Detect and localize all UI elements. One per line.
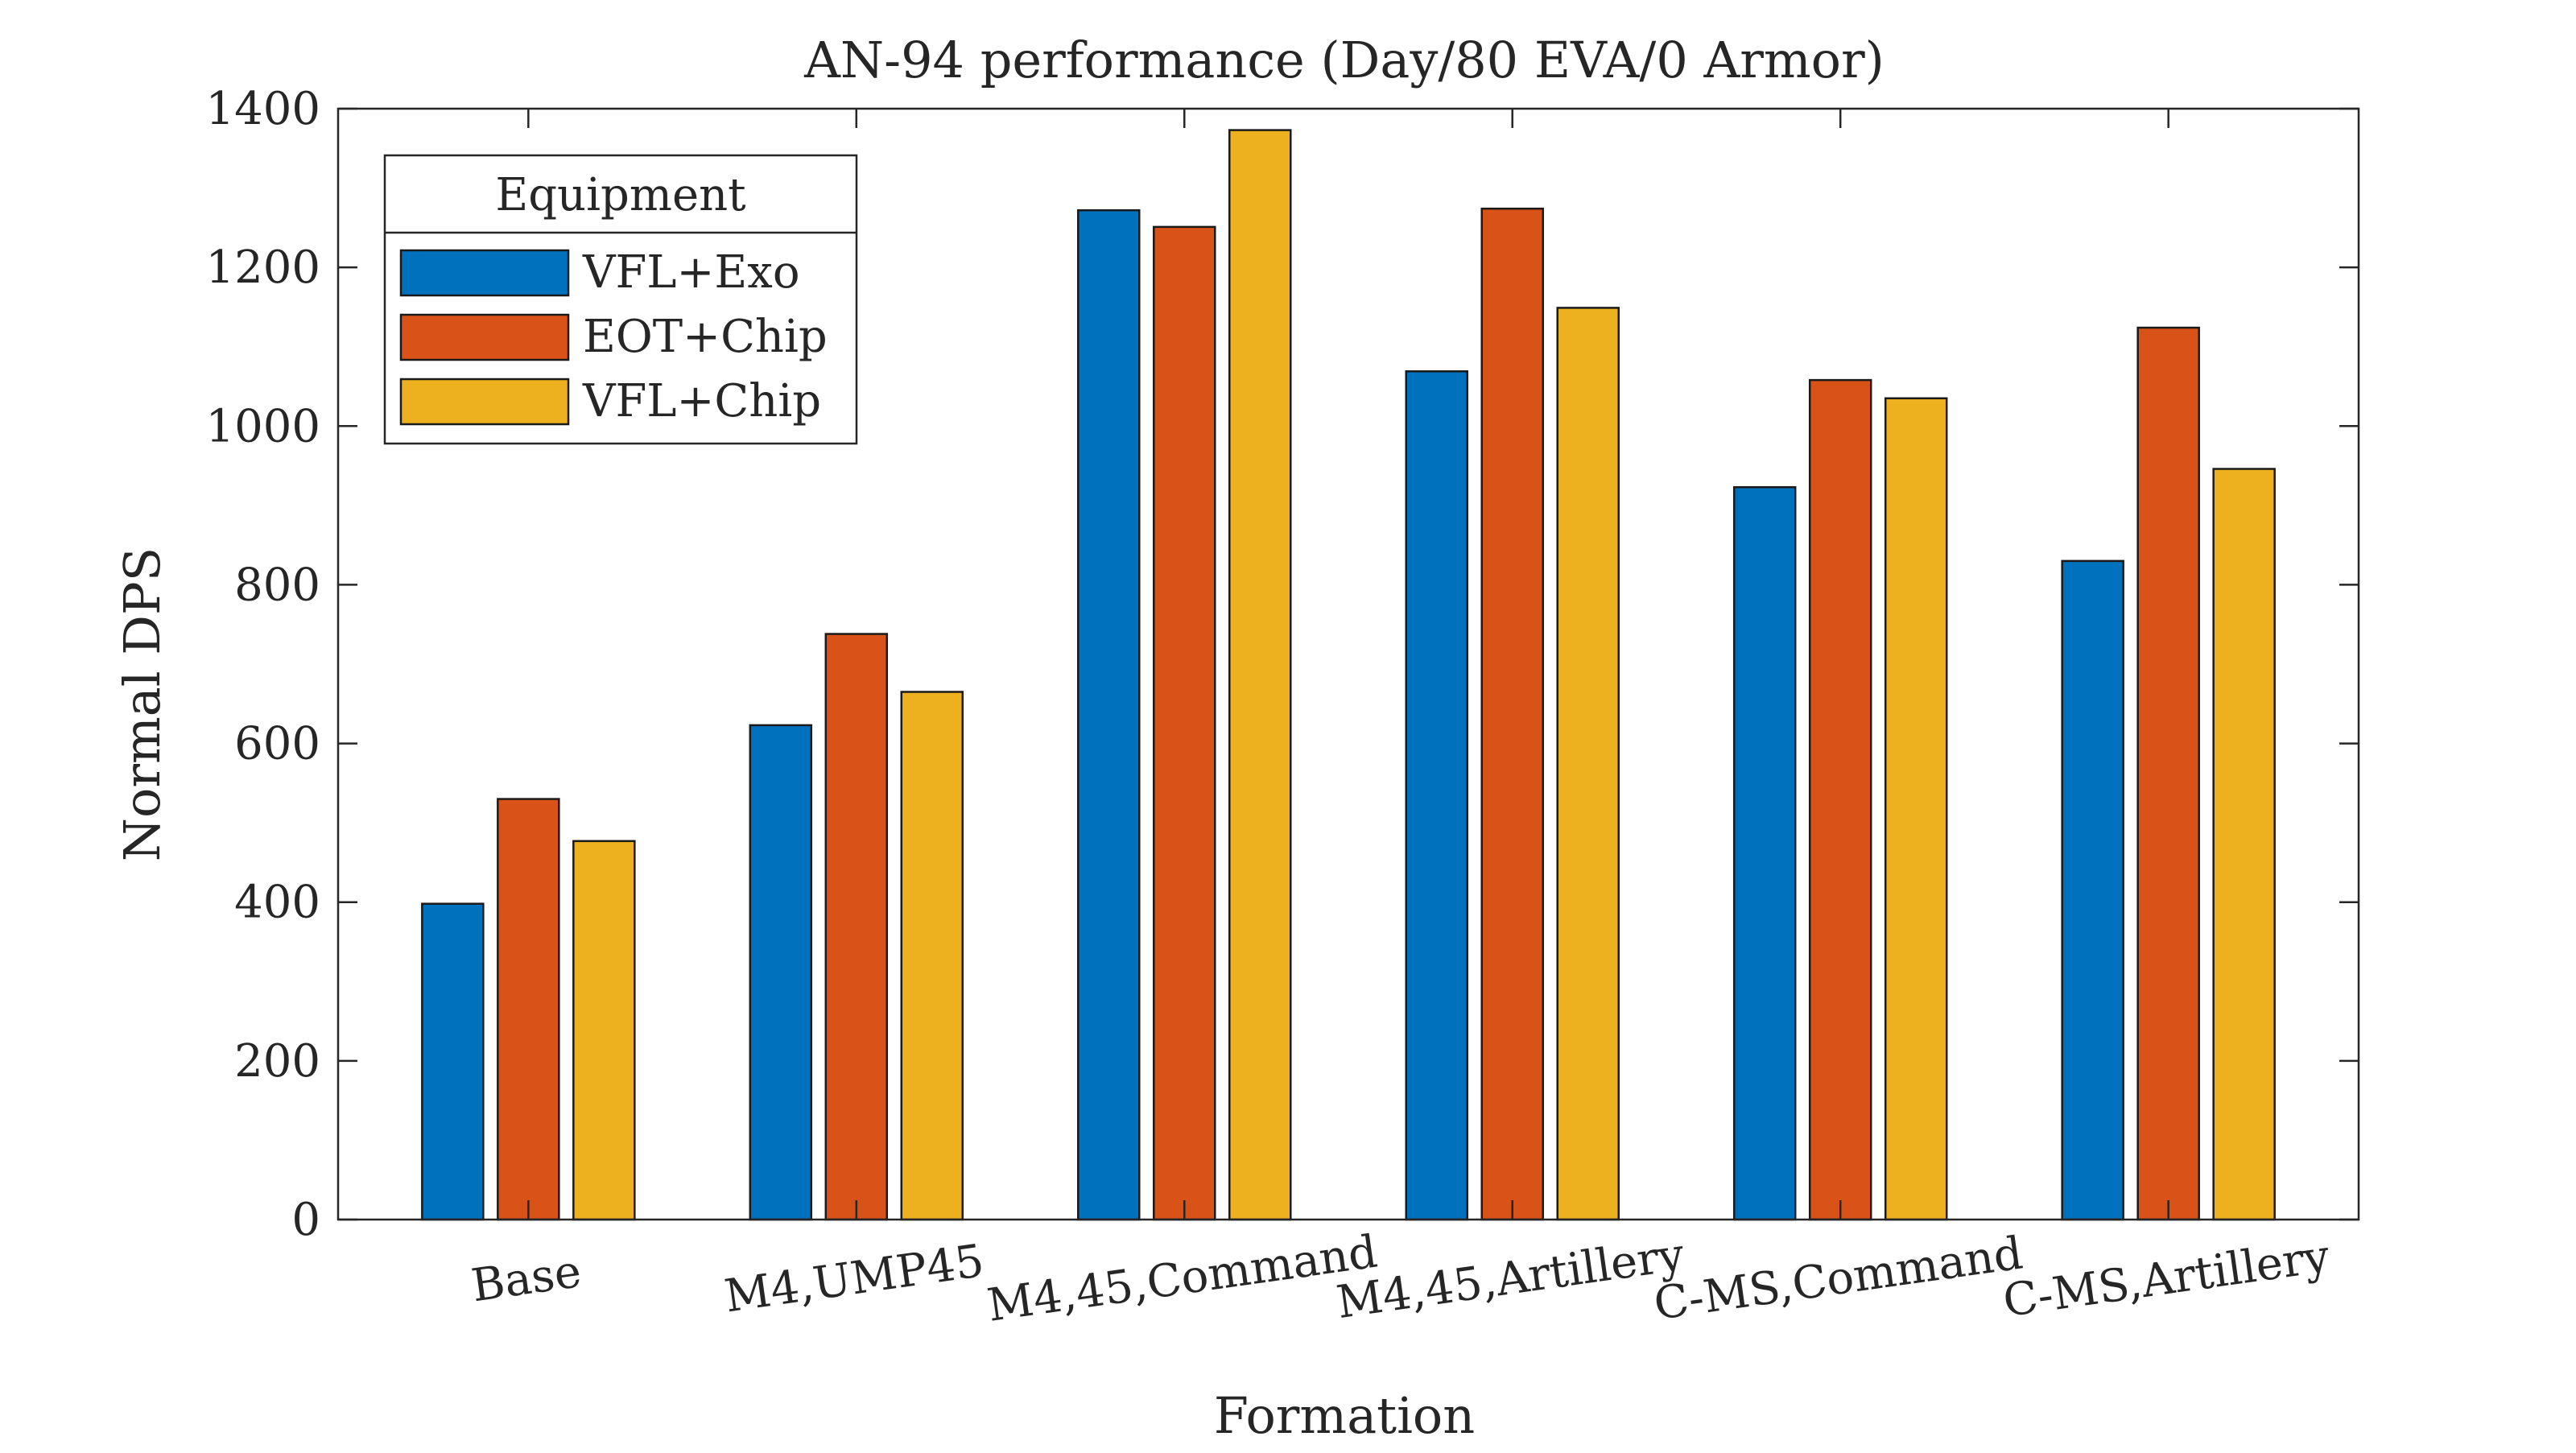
x-tick-label: M4,UMP45 [721,1235,987,1323]
legend-swatch [399,249,570,297]
bar-vfl-chip-3 [1228,129,1292,1221]
chart-title: AN-94 performance (Day/80 EVA/0 Armor) [803,31,1885,89]
y-tick-label: 1000 [205,400,320,452]
bars [421,129,2276,1221]
x-tick-label: Base [469,1245,584,1312]
bar-vfl-exo-4 [1405,370,1468,1221]
bar-eot-chip-1 [497,798,560,1221]
x-tick-label: C-MS,Command [1651,1227,2026,1331]
bar-vfl-chip-2 [900,691,964,1221]
legend-swatch [399,378,570,426]
legend-entry-label: VFL+Exo [582,246,800,299]
y-tick-label: 0 [291,1194,320,1246]
y-tick-label: 1400 [205,83,320,135]
y-tick-label: 200 [234,1035,320,1088]
axes [336,107,2360,1221]
bar-vfl-chip-1 [572,840,636,1221]
bar-vfl-exo-1 [421,902,485,1221]
bar-eot-chip-2 [824,633,889,1221]
x-tick-label: C-MS,Artillery [2000,1230,2333,1327]
y-tick-label: 1200 [205,241,320,294]
bar-vfl-chip-4 [1556,307,1620,1221]
x-axis-label: Formation [1214,1386,1475,1445]
legend-entry-label: VFL+Chip [582,375,821,427]
bar-vfl-chip-5 [1884,397,1948,1221]
bar-vfl-chip-6 [2212,468,2276,1221]
legend: Equipment VFL+Exo EOT+Chip VFL+Chip [383,154,858,445]
x-tick-label: M4,45,Artillery [1333,1228,1687,1329]
bar-vfl-exo-6 [2061,559,2124,1221]
plot-area-border [336,107,2360,1221]
bar-eot-chip-6 [2136,326,2200,1221]
legend-swatch [399,313,570,361]
bar-vfl-exo-2 [749,724,813,1221]
x-tick-label: M4,45,Command [985,1226,1381,1332]
bar-eot-chip-3 [1153,225,1216,1221]
bar-vfl-exo-5 [1732,485,1797,1221]
bar-eot-chip-5 [1808,378,1872,1221]
bar-eot-chip-4 [1480,207,1544,1221]
bar-vfl-exo-3 [1077,208,1141,1221]
y-axis-label: Normal DPS [113,547,171,861]
y-tick-label: 600 [234,718,320,770]
y-tick-label: 800 [234,559,320,611]
legend-title: Equipment [495,169,746,221]
y-tick-label: 400 [234,877,320,929]
legend-entry-label: EOT+Chip [583,311,828,363]
